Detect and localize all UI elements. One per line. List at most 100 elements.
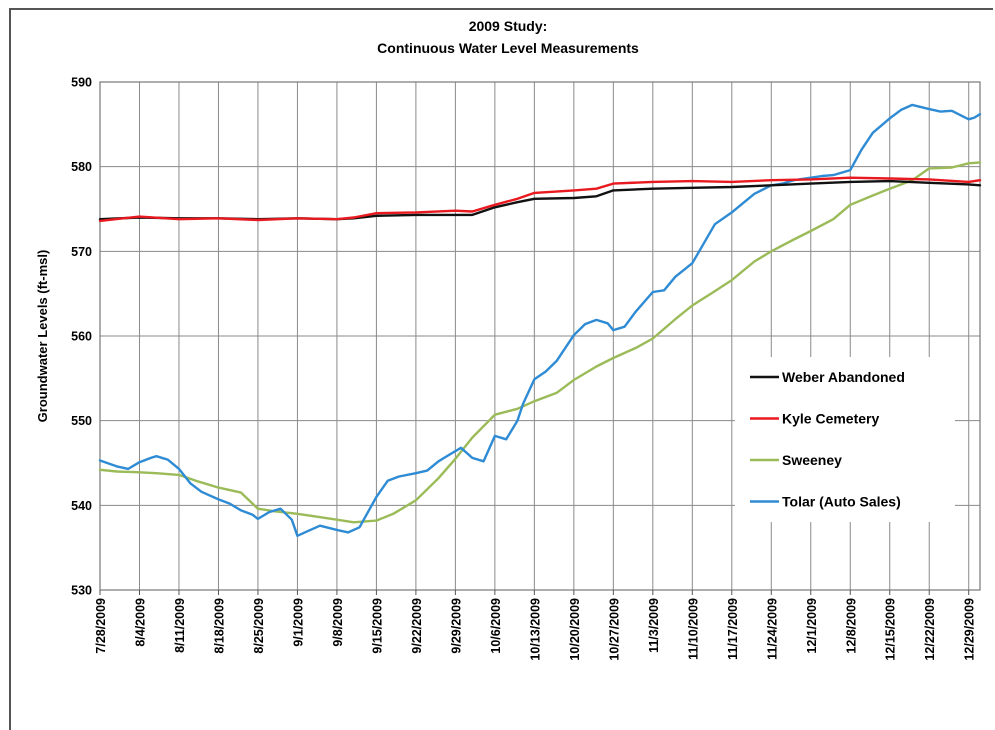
data-point: [692, 180, 694, 182]
data-point: [675, 276, 677, 278]
data-point: [280, 508, 282, 510]
data-point: [872, 132, 874, 134]
x-tick-label: 11/17/2009: [726, 598, 740, 660]
x-tick-label: 12/15/2009: [884, 598, 898, 661]
x-tick-label: 11/24/2009: [765, 598, 779, 660]
data-point: [754, 261, 756, 263]
data-point: [218, 499, 220, 501]
data-point: [928, 182, 930, 184]
data-point: [297, 513, 299, 515]
data-point: [438, 477, 440, 479]
data-point: [889, 178, 891, 180]
x-tick-label: 9/1/2009: [291, 598, 305, 647]
data-point: [771, 251, 773, 253]
data-point: [455, 210, 457, 212]
data-point: [522, 403, 524, 405]
data-point: [968, 119, 970, 121]
x-tick-label: 12/1/2009: [805, 598, 819, 654]
x-tick-label: 8/11/2009: [173, 598, 187, 653]
data-point: [472, 457, 474, 459]
data-point: [703, 243, 705, 245]
data-point: [376, 520, 378, 522]
chart-frame: [9, 8, 993, 730]
data-point: [940, 111, 942, 113]
data-point: [974, 117, 976, 119]
data-point: [156, 472, 158, 474]
data-point: [494, 414, 496, 416]
data-point: [218, 218, 220, 220]
data-point: [534, 192, 536, 194]
data-point: [472, 211, 474, 213]
legend-label: Tolar (Auto Sales): [782, 494, 901, 510]
series-line-kyle-cemetery: [98, 176, 982, 223]
x-tick-label: 9/29/2009: [449, 598, 463, 654]
data-point: [99, 460, 101, 462]
data-point: [517, 201, 519, 203]
data-point: [714, 290, 716, 292]
data-point: [218, 487, 220, 489]
data-point: [494, 207, 496, 209]
data-point: [714, 223, 716, 225]
data-point: [534, 198, 536, 200]
data-point: [979, 162, 981, 164]
data-point: [928, 179, 930, 181]
data-point: [613, 329, 615, 331]
series-line-sweeney: [98, 161, 982, 524]
data-point: [731, 186, 733, 188]
x-tick-label: 10/13/2009: [528, 598, 542, 661]
data-point: [517, 420, 519, 422]
data-point: [928, 108, 930, 110]
legend-label: Sweeney: [782, 452, 842, 468]
data-point: [692, 262, 694, 264]
data-point: [455, 458, 457, 460]
chart-title-line-2: Continuous Water Level Measurements: [377, 40, 639, 56]
data-point: [821, 175, 823, 177]
data-point: [810, 230, 812, 232]
y-tick-label: 570: [71, 245, 92, 259]
data-point: [455, 214, 457, 216]
data-point: [692, 187, 694, 189]
chart-title-line-1: 2009 Study:: [469, 18, 548, 34]
data-point: [652, 181, 654, 183]
data-point: [596, 319, 598, 321]
data-point: [297, 535, 299, 537]
x-tick-label: 8/4/2009: [133, 598, 147, 647]
data-point: [652, 338, 654, 340]
data-point: [353, 522, 355, 524]
data-point: [415, 212, 417, 214]
data-point: [979, 113, 981, 115]
x-tick-label: 12/29/2009: [963, 598, 977, 661]
data-point: [850, 169, 852, 171]
data-point: [139, 216, 141, 218]
data-point: [252, 514, 254, 516]
data-point: [398, 476, 400, 478]
data-point: [872, 195, 874, 197]
legend-label: Weber Abandoned: [782, 369, 905, 385]
data-point: [116, 471, 118, 473]
x-tick-label: 9/8/2009: [331, 598, 345, 647]
data-point: [731, 181, 733, 183]
data-point: [624, 326, 626, 328]
data-point: [201, 491, 203, 493]
x-tick-label: 7/28/2009: [94, 598, 108, 654]
data-point: [596, 196, 598, 198]
x-tick-label: 10/27/2009: [607, 598, 621, 661]
data-point: [308, 530, 310, 532]
grid-lines: [99, 81, 980, 591]
data-point: [472, 214, 474, 216]
data-point: [850, 177, 852, 179]
data-point: [928, 168, 930, 170]
data-point: [534, 378, 536, 380]
data-point: [240, 492, 242, 494]
data-point: [268, 511, 270, 513]
data-point: [613, 190, 615, 192]
x-tick-label: 10/20/2009: [568, 598, 582, 661]
x-tick-label: 10/6/2009: [489, 598, 503, 654]
x-tick-label: 11/10/2009: [686, 598, 700, 660]
data-point: [483, 461, 485, 463]
y-axis-label: Groundwater Levels (ft-msl): [35, 250, 50, 423]
data-point: [178, 218, 180, 220]
y-tick-label: 590: [71, 76, 92, 90]
data-point: [889, 180, 891, 182]
data-point: [573, 197, 575, 199]
